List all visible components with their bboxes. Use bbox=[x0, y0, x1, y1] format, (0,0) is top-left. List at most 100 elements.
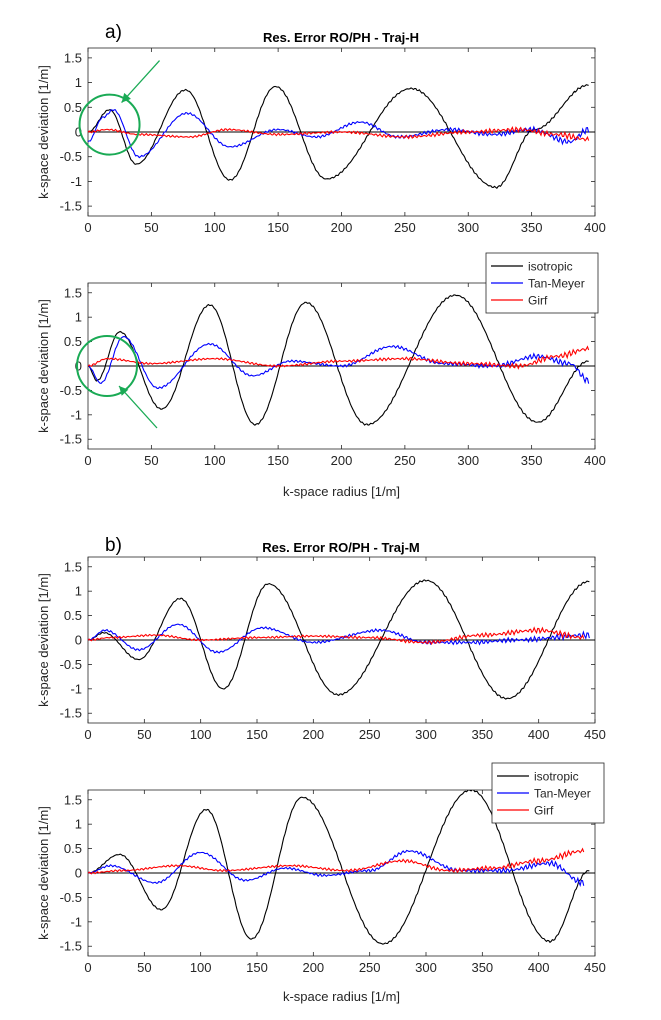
x-tick-label: 450 bbox=[584, 727, 606, 742]
x-tick-label: 300 bbox=[457, 453, 479, 468]
x-tick-label: 300 bbox=[415, 960, 437, 975]
x-tick-label: 0 bbox=[84, 220, 91, 235]
x-tick-label: 0 bbox=[84, 960, 91, 975]
x-tick-label: 200 bbox=[302, 960, 324, 975]
series-line-isotropic bbox=[88, 294, 589, 426]
series-line-girf bbox=[88, 626, 585, 646]
legend-label: isotropic bbox=[528, 260, 573, 274]
x-tick-label: 350 bbox=[471, 727, 493, 742]
x-tick-label: 400 bbox=[584, 220, 606, 235]
series-line-isotropic bbox=[88, 579, 590, 700]
panel-label-a: a) bbox=[105, 22, 122, 43]
x-tick-label: 200 bbox=[331, 453, 353, 468]
chart-b-top: 0 50 100 150 200 250 300 350 400 450 -1.5 -1 -0.5 0 0.… bbox=[36, 556, 606, 742]
y-tick-label: 0 bbox=[75, 633, 82, 648]
x-tick-label: 50 bbox=[137, 960, 151, 975]
legend-label: Tan-Meyer bbox=[528, 277, 585, 291]
y-tick-label: -1.5 bbox=[60, 432, 82, 447]
x-axis-label: k-space radius [1/m] bbox=[283, 484, 400, 499]
legend: isotropic Tan-Meyer Girf bbox=[485, 252, 599, 314]
y-tick-label: 1.5 bbox=[64, 285, 82, 300]
y-axis-label: k-space deviation [1/m] bbox=[36, 299, 51, 433]
y-tick-label: 1.5 bbox=[64, 559, 82, 574]
x-tick-label: 350 bbox=[471, 960, 493, 975]
annotation-arrowhead bbox=[119, 386, 129, 396]
y-tick-label: -1 bbox=[70, 681, 82, 696]
y-tick-label: 0.5 bbox=[64, 334, 82, 349]
x-tick-label: 350 bbox=[521, 453, 543, 468]
y-tick-label: 0 bbox=[75, 125, 82, 140]
x-tick-label: 150 bbox=[246, 727, 268, 742]
series-line-isotropic bbox=[88, 84, 589, 190]
legend-label: Girf bbox=[534, 804, 554, 818]
x-tick-label: 0 bbox=[84, 453, 91, 468]
x-tick-label: 250 bbox=[359, 727, 381, 742]
legend-label: Tan-Meyer bbox=[534, 787, 591, 801]
x-axis-label: k-space radius [1/m] bbox=[283, 989, 400, 1004]
x-tick-label: 450 bbox=[584, 960, 606, 975]
x-tick-label: 100 bbox=[190, 727, 212, 742]
legend: isotropic Tan-Meyer Girf bbox=[491, 762, 605, 824]
x-tick-label: 150 bbox=[267, 453, 289, 468]
y-tick-label: -1.5 bbox=[60, 939, 82, 954]
x-tick-label: 100 bbox=[204, 220, 226, 235]
y-axis-label: k-space deviation [1/m] bbox=[36, 573, 51, 707]
chart-title-a: Res. Error RO/PH - Traj-H bbox=[263, 30, 419, 45]
x-tick-label: 50 bbox=[144, 453, 158, 468]
y-axis-label: k-space deviation [1/m] bbox=[36, 65, 51, 199]
chart-a-bottom: 0 50 100 150 200 250 300 350 400 -1.5 -1 -0.5 0 0.5 1 1… bbox=[36, 252, 606, 499]
chart-title-b: Res. Error RO/PH - Traj-M bbox=[262, 540, 419, 555]
x-tick-label: 0 bbox=[84, 727, 91, 742]
series-line-girf bbox=[88, 345, 590, 370]
y-tick-label: -0.5 bbox=[60, 890, 82, 905]
series-line-tan-meyer bbox=[88, 623, 590, 654]
x-tick-label: 100 bbox=[190, 960, 212, 975]
x-tick-label: 400 bbox=[584, 453, 606, 468]
y-tick-label: 1.5 bbox=[64, 792, 82, 807]
y-tick-label: 0 bbox=[75, 866, 82, 881]
legend-label: isotropic bbox=[534, 770, 579, 784]
y-tick-label: 0.5 bbox=[64, 841, 82, 856]
x-tick-label: 200 bbox=[331, 220, 353, 235]
y-tick-label: 0 bbox=[75, 359, 82, 374]
y-tick-label: -1 bbox=[70, 407, 82, 422]
x-tick-label: 250 bbox=[394, 453, 416, 468]
y-tick-label: 1 bbox=[75, 75, 82, 90]
x-tick-label: 150 bbox=[267, 220, 289, 235]
y-tick-label: -1.5 bbox=[60, 706, 82, 721]
series-line-isotropic bbox=[88, 790, 590, 945]
y-tick-label: 1 bbox=[75, 584, 82, 599]
x-tick-label: 400 bbox=[528, 727, 550, 742]
x-tick-label: 200 bbox=[302, 727, 324, 742]
y-axis-label: k-space deviation [1/m] bbox=[36, 806, 51, 940]
y-tick-label: 1 bbox=[75, 817, 82, 832]
x-tick-label: 250 bbox=[359, 960, 381, 975]
x-tick-label: 300 bbox=[457, 220, 479, 235]
annotation-arrowhead bbox=[121, 92, 131, 103]
series-line-tan-meyer bbox=[88, 336, 590, 390]
y-tick-label: 1 bbox=[75, 310, 82, 325]
panel-label-b: b) bbox=[105, 535, 122, 556]
x-tick-label: 250 bbox=[394, 220, 416, 235]
annotation-arrow bbox=[121, 60, 161, 104]
annotation-arrow bbox=[118, 385, 158, 429]
y-tick-label: -1.5 bbox=[60, 199, 82, 214]
y-tick-label: -1 bbox=[70, 914, 82, 929]
y-tick-label: 0.5 bbox=[64, 608, 82, 623]
series-line-tan-meyer bbox=[88, 849, 585, 888]
x-tick-label: 350 bbox=[521, 220, 543, 235]
chart-b-bottom: 0 50 100 150 200 250 300 350 400 450 -1.5 -1 -0.5 0 0.… bbox=[36, 762, 606, 1004]
series-line-girf bbox=[88, 847, 585, 875]
y-tick-label: 1.5 bbox=[64, 50, 82, 65]
legend-label: Girf bbox=[528, 294, 548, 308]
series-line-girf bbox=[88, 126, 590, 142]
x-tick-label: 300 bbox=[415, 727, 437, 742]
chart-a-top: 0 50 100 150 200 250 300 350 400 -1.5 -1 -0.5 0 0.5 1 1… bbox=[36, 47, 606, 235]
x-tick-label: 50 bbox=[144, 220, 158, 235]
x-tick-label: 400 bbox=[528, 960, 550, 975]
y-tick-label: -0.5 bbox=[60, 383, 82, 398]
x-tick-label: 50 bbox=[137, 727, 151, 742]
highlight-circle bbox=[78, 93, 141, 156]
y-tick-label: -1 bbox=[70, 174, 82, 189]
